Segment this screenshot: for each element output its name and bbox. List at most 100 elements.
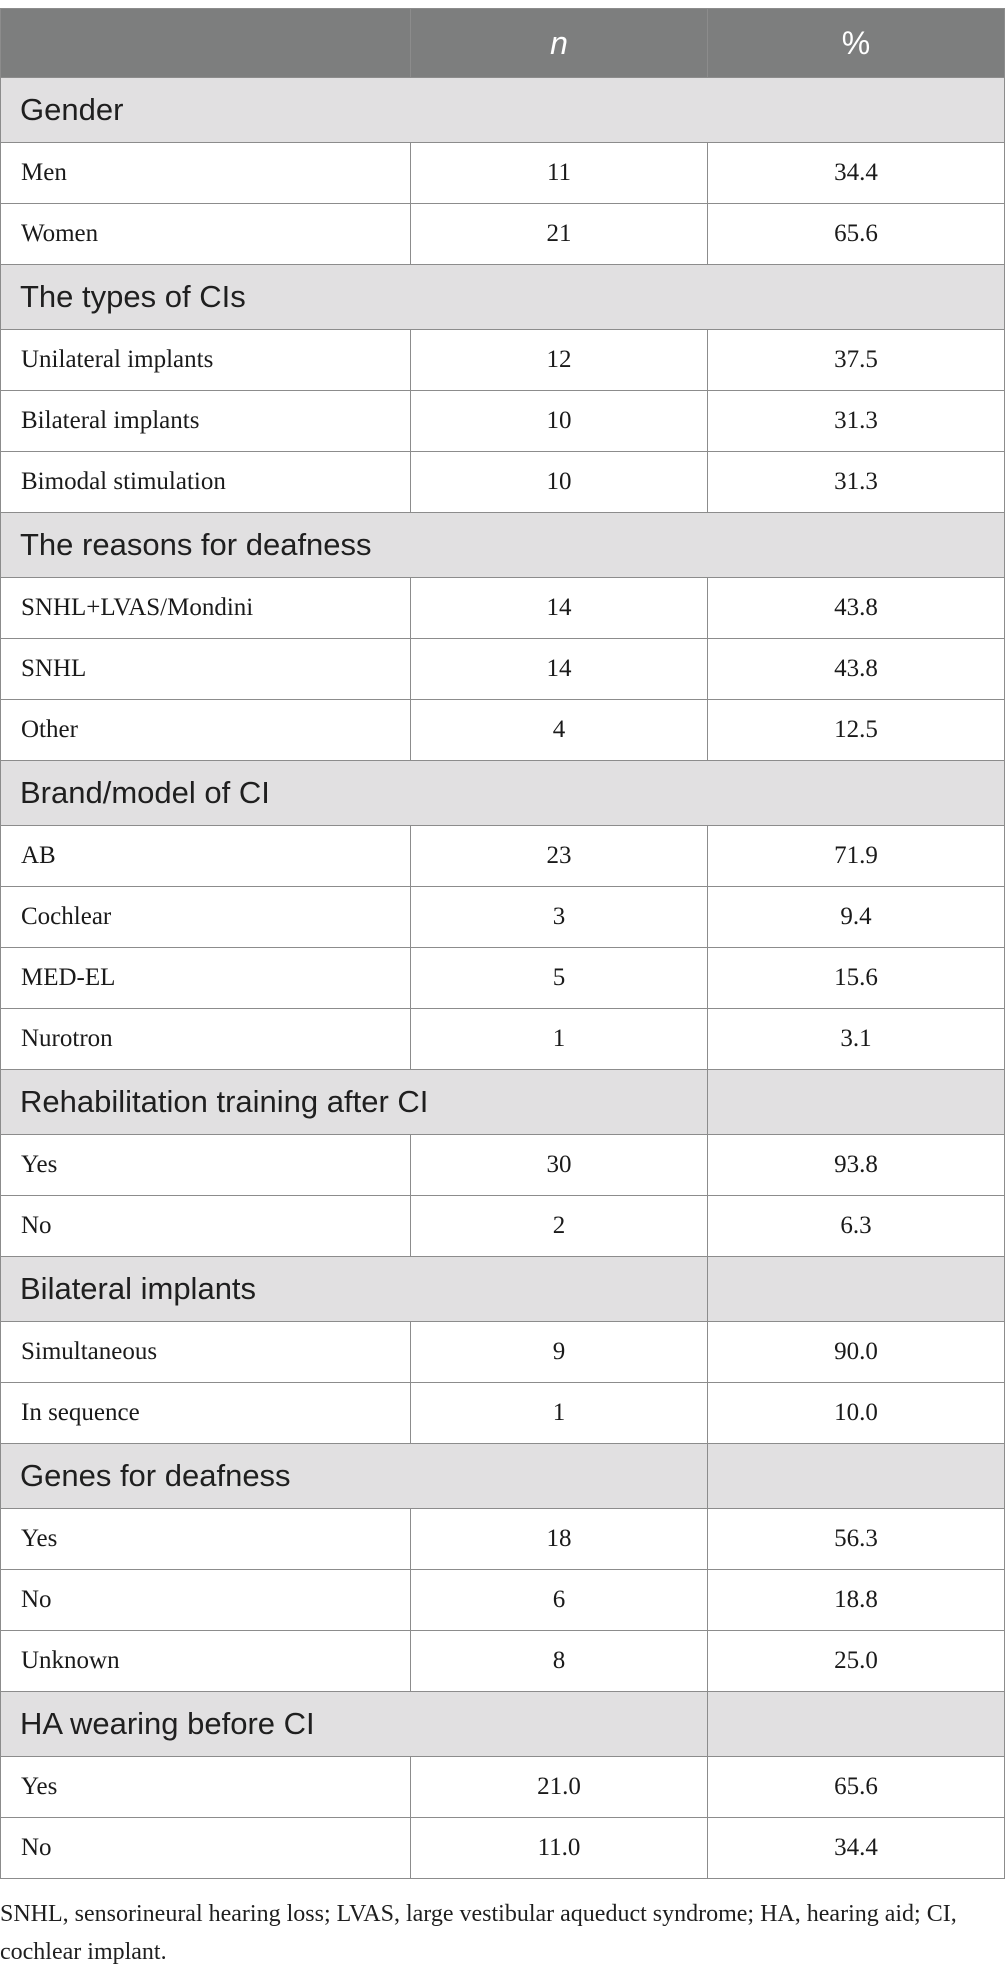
row-n-cell: 4 — [410, 699, 708, 761]
row-label-cell: Simultaneous — [0, 1321, 411, 1383]
row-n-cell: 14 — [410, 638, 708, 700]
row-percent-cell: 31.3 — [707, 451, 1005, 513]
table-row: Unilateral implants 12 37.5 — [0, 329, 1005, 391]
table-row: Simultaneous 9 90.0 — [0, 1321, 1005, 1383]
row-percent-cell: 10.0 — [707, 1382, 1005, 1444]
row-percent-cell: 12.5 — [707, 699, 1005, 761]
table-row: AB 23 71.9 — [0, 825, 1005, 887]
row-percent-cell: 25.0 — [707, 1630, 1005, 1692]
section-title: Rehabilitation training after CI — [0, 1069, 708, 1135]
row-label-cell: Bimodal stimulation — [0, 451, 411, 513]
section-title: The reasons for deafness — [0, 512, 1005, 578]
row-n-cell: 30 — [410, 1134, 708, 1196]
row-n-cell: 9 — [410, 1321, 708, 1383]
row-n-cell: 11.0 — [410, 1817, 708, 1879]
row-label-cell: Nurotron — [0, 1008, 411, 1070]
section-title: Brand/model of CI — [0, 760, 1005, 826]
table-row: Other 4 12.5 — [0, 699, 1005, 761]
row-label-cell: Yes — [0, 1756, 411, 1818]
row-percent-cell: 65.6 — [707, 203, 1005, 265]
row-n-cell: 5 — [410, 947, 708, 1009]
table-row: SNHL 14 43.8 — [0, 638, 1005, 700]
row-percent-cell: 31.3 — [707, 390, 1005, 452]
table-row: Nurotron 1 3.1 — [0, 1008, 1005, 1070]
table-row: Bilateral implants 10 31.3 — [0, 390, 1005, 452]
row-label-cell: Cochlear — [0, 886, 411, 948]
row-percent-cell: 65.6 — [707, 1756, 1005, 1818]
row-percent-cell: 3.1 — [707, 1008, 1005, 1070]
row-label-cell: MED-EL — [0, 947, 411, 1009]
row-percent-cell: 9.4 — [707, 886, 1005, 948]
table-row: No 2 6.3 — [0, 1195, 1005, 1257]
section-title: Genes for deafness — [0, 1443, 708, 1509]
table-row: Women 21 65.6 — [0, 203, 1005, 265]
row-percent-cell: 71.9 — [707, 825, 1005, 887]
table-header-row: n % — [0, 8, 1005, 78]
section-header-row: Bilateral implants — [0, 1256, 1005, 1322]
row-n-cell: 21 — [410, 203, 708, 265]
row-n-cell: 10 — [410, 451, 708, 513]
row-n-cell: 3 — [410, 886, 708, 948]
header-percent-cell: % — [707, 8, 1005, 78]
table-footnote: SNHL, sensorineural hearing loss; LVAS, … — [0, 1901, 957, 1965]
table-row: Unknown 8 25.0 — [0, 1630, 1005, 1692]
table-row: Yes 18 56.3 — [0, 1508, 1005, 1570]
section-empty-cell — [707, 1443, 1005, 1509]
row-label-cell: No — [0, 1195, 411, 1257]
row-label-cell: AB — [0, 825, 411, 887]
table-row: Men 11 34.4 — [0, 142, 1005, 204]
row-n-cell: 1 — [410, 1008, 708, 1070]
row-n-cell: 18 — [410, 1508, 708, 1570]
row-n-cell: 6 — [410, 1569, 708, 1631]
table-row: In sequence 1 10.0 — [0, 1382, 1005, 1444]
row-label-cell: Unknown — [0, 1630, 411, 1692]
section-title: HA wearing before CI — [0, 1691, 708, 1757]
row-percent-cell: 43.8 — [707, 638, 1005, 700]
row-label-cell: In sequence — [0, 1382, 411, 1444]
table-row: SNHL+LVAS/Mondini 14 43.8 — [0, 577, 1005, 639]
row-n-cell: 11 — [410, 142, 708, 204]
section-header-row: Genes for deafness — [0, 1443, 1005, 1509]
row-percent-cell: 18.8 — [707, 1569, 1005, 1631]
demographics-table: n % Gender Men 11 34.4 Women 21 65.6 The types … — [0, 8, 1005, 1879]
row-percent-cell: 93.8 — [707, 1134, 1005, 1196]
section-header-row: HA wearing before CI — [0, 1691, 1005, 1757]
row-label-cell: Men — [0, 142, 411, 204]
row-n-cell: 10 — [410, 390, 708, 452]
table-row: No 6 18.8 — [0, 1569, 1005, 1631]
row-label-cell: Women — [0, 203, 411, 265]
section-header-row: The types of CIs — [0, 264, 1005, 330]
row-percent-cell: 43.8 — [707, 577, 1005, 639]
row-label-cell: Other — [0, 699, 411, 761]
section-header-row: Brand/model of CI — [0, 760, 1005, 826]
row-n-cell: 23 — [410, 825, 708, 887]
table-row: Cochlear 3 9.4 — [0, 886, 1005, 948]
row-n-cell: 1 — [410, 1382, 708, 1444]
row-percent-cell: 34.4 — [707, 1817, 1005, 1879]
row-n-cell: 12 — [410, 329, 708, 391]
row-label-cell: SNHL+LVAS/Mondini — [0, 577, 411, 639]
section-empty-cell — [707, 1256, 1005, 1322]
row-percent-cell: 90.0 — [707, 1321, 1005, 1383]
section-header-row: Gender — [0, 77, 1005, 143]
section-title: Gender — [0, 77, 1005, 143]
row-label-cell: Unilateral implants — [0, 329, 411, 391]
section-header-row: The reasons for deafness — [0, 512, 1005, 578]
table-row: MED-EL 5 15.6 — [0, 947, 1005, 1009]
row-n-cell: 14 — [410, 577, 708, 639]
section-header-row: Rehabilitation training after CI — [0, 1069, 1005, 1135]
table-row: No 11.0 34.4 — [0, 1817, 1005, 1879]
row-label-cell: Yes — [0, 1508, 411, 1570]
table-row: Yes 21.0 65.6 — [0, 1756, 1005, 1818]
row-label-cell: No — [0, 1817, 411, 1879]
row-percent-cell: 34.4 — [707, 142, 1005, 204]
section-title: Bilateral implants — [0, 1256, 708, 1322]
row-label-cell: Bilateral implants — [0, 390, 411, 452]
row-percent-cell: 37.5 — [707, 329, 1005, 391]
row-percent-cell: 56.3 — [707, 1508, 1005, 1570]
row-n-cell: 21.0 — [410, 1756, 708, 1818]
table-row: Bimodal stimulation 10 31.3 — [0, 451, 1005, 513]
row-label-cell: No — [0, 1569, 411, 1631]
section-title: The types of CIs — [0, 264, 1005, 330]
row-n-cell: 8 — [410, 1630, 708, 1692]
